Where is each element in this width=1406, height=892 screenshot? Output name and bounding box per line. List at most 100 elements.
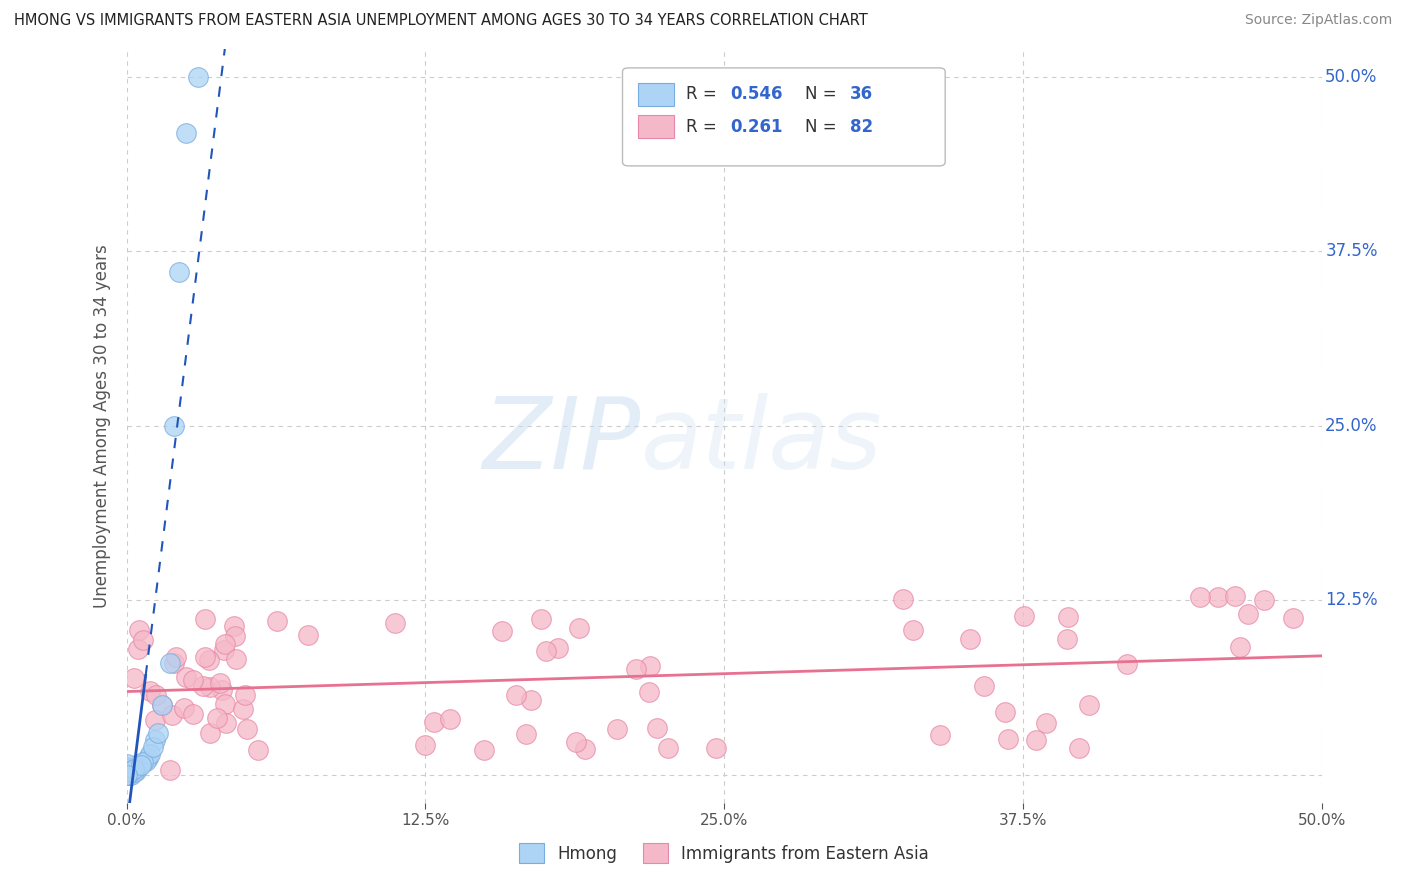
Point xyxy=(973,679,995,693)
Point xyxy=(1056,632,1078,647)
Point xyxy=(1282,610,1305,624)
Point xyxy=(143,733,166,747)
Point xyxy=(173,700,195,714)
FancyBboxPatch shape xyxy=(623,68,945,166)
Point xyxy=(472,743,495,757)
Point xyxy=(132,633,155,648)
Point xyxy=(384,616,406,631)
Point xyxy=(1189,591,1212,605)
Point xyxy=(929,728,952,742)
Point xyxy=(211,682,233,697)
Point xyxy=(1067,740,1090,755)
Text: 36: 36 xyxy=(849,86,873,103)
Point xyxy=(198,681,221,695)
Point xyxy=(128,624,150,638)
Point xyxy=(127,759,149,773)
Point xyxy=(125,761,148,775)
Point xyxy=(997,731,1019,746)
Point xyxy=(139,747,162,761)
Point xyxy=(143,713,166,727)
Point xyxy=(638,685,661,699)
Point xyxy=(187,70,209,84)
Point xyxy=(225,652,247,666)
Point xyxy=(222,619,245,633)
Point xyxy=(224,629,246,643)
Point xyxy=(122,762,145,776)
Point xyxy=(120,761,142,775)
Point xyxy=(519,693,541,707)
Point xyxy=(120,768,142,782)
Point xyxy=(491,624,513,638)
Point xyxy=(146,726,169,740)
Point xyxy=(115,759,138,773)
Point xyxy=(181,673,204,687)
Point xyxy=(165,650,187,665)
Point xyxy=(568,621,591,635)
Y-axis label: Unemployment Among Ages 30 to 34 years: Unemployment Among Ages 30 to 34 years xyxy=(93,244,111,607)
Point xyxy=(1237,607,1260,621)
Point xyxy=(115,762,138,776)
Point xyxy=(547,641,569,656)
Point xyxy=(901,623,924,637)
Point xyxy=(115,756,138,771)
Point xyxy=(423,715,446,730)
Point xyxy=(163,419,186,434)
Point xyxy=(118,765,141,780)
Point xyxy=(125,764,148,778)
Point xyxy=(163,657,186,671)
Point xyxy=(606,722,628,736)
Point xyxy=(118,768,141,782)
Point xyxy=(122,765,145,780)
Text: Source: ZipAtlas.com: Source: ZipAtlas.com xyxy=(1244,13,1392,28)
Point xyxy=(232,701,254,715)
Point xyxy=(115,768,138,782)
Point xyxy=(145,689,167,703)
Text: 82: 82 xyxy=(849,118,873,136)
Point xyxy=(135,754,157,768)
Point xyxy=(120,764,142,778)
Point xyxy=(191,679,214,693)
Point xyxy=(209,675,232,690)
Text: R =: R = xyxy=(686,86,721,103)
Point xyxy=(160,708,183,723)
Point xyxy=(638,658,661,673)
Point xyxy=(1057,610,1080,624)
Point xyxy=(159,764,181,778)
Point xyxy=(235,722,257,736)
Point xyxy=(1077,698,1099,713)
Text: 37.5%: 37.5% xyxy=(1326,243,1378,260)
Text: N =: N = xyxy=(806,118,842,136)
Point xyxy=(174,126,197,140)
Point xyxy=(564,734,586,748)
Point xyxy=(127,642,149,657)
Point xyxy=(194,649,217,664)
Point xyxy=(626,662,648,676)
Point xyxy=(150,698,174,712)
Point xyxy=(214,698,236,712)
Point xyxy=(115,768,138,782)
Point xyxy=(645,721,668,735)
Text: HMONG VS IMMIGRANTS FROM EASTERN ASIA UNEMPLOYMENT AMONG AGES 30 TO 34 YEARS COR: HMONG VS IMMIGRANTS FROM EASTERN ASIA UN… xyxy=(14,13,868,29)
Point xyxy=(505,688,527,702)
Point xyxy=(534,643,557,657)
Point xyxy=(115,764,138,778)
Point xyxy=(139,684,162,698)
Point xyxy=(1025,732,1047,747)
Point xyxy=(198,726,221,740)
Point xyxy=(1253,592,1275,607)
Point xyxy=(194,612,217,626)
Point xyxy=(959,632,981,647)
Point xyxy=(1229,640,1251,655)
Text: N =: N = xyxy=(806,86,842,103)
Point xyxy=(1035,716,1057,731)
Text: 0.261: 0.261 xyxy=(730,118,783,136)
Point xyxy=(1225,590,1247,604)
Point xyxy=(1206,590,1229,604)
Point xyxy=(115,765,138,780)
Point xyxy=(1116,657,1139,671)
FancyBboxPatch shape xyxy=(638,115,673,138)
Point xyxy=(167,265,190,279)
Point xyxy=(891,591,914,606)
Point xyxy=(215,716,238,731)
Point xyxy=(174,670,197,684)
